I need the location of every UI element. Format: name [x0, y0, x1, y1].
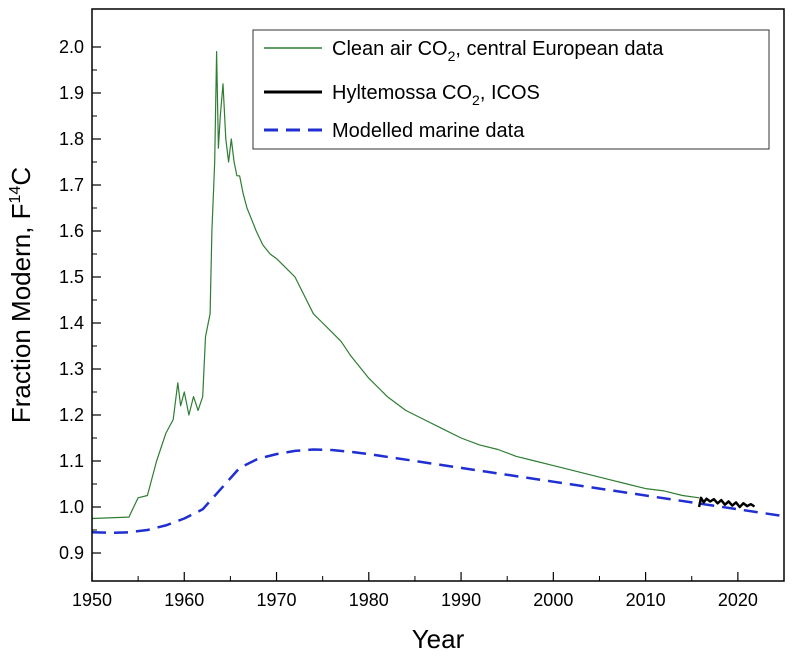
y-tick-label: 1.8	[59, 129, 84, 149]
legend-label-1-sub: 2	[472, 92, 480, 108]
legend: Clean air CO2, central European data Hyl…	[252, 29, 770, 150]
legend-label-0-tail: , central European data	[455, 38, 664, 60]
y-axis-title-tail: C	[6, 167, 36, 186]
legend-label-2: Modelled marine data	[332, 120, 525, 142]
y-tick-label: 1.2	[59, 405, 84, 425]
x-tick-label: 1990	[441, 590, 481, 610]
x-tick-label: 1960	[164, 590, 204, 610]
series-line-2	[91, 448, 785, 535]
x-tick-label: 2010	[626, 590, 666, 610]
legend-label-0: Clean air CO2, central European data	[332, 38, 664, 64]
legend-label-1: Hyltemossa CO2, ICOS	[332, 82, 540, 108]
legend-label-1-main: Hyltemossa CO	[332, 82, 472, 104]
y-axis-title-superscript: 14	[7, 186, 24, 204]
y-tick-label: 1.5	[59, 267, 84, 287]
y-tick-label: 1.4	[59, 313, 84, 333]
y-axis-title: Fraction Modern, F14C	[6, 167, 36, 423]
y-tick-label: 1.3	[59, 359, 84, 379]
y-tick-label: 1.1	[59, 451, 84, 471]
legend-label-1-tail: , ICOS	[480, 82, 540, 104]
x-tick-label: 2000	[533, 590, 573, 610]
y-tick-label: 0.9	[59, 543, 84, 563]
legend-label-0-sub: 2	[448, 48, 456, 64]
legend-label-0-main: Clean air CO	[332, 38, 448, 60]
ticks-layer: 1950 1960 1970 1980 1990 2000 2010 2020 0.9 1.0 1.…	[59, 37, 758, 610]
x-tick-label: 2020	[718, 590, 758, 610]
plot-frame	[91, 8, 785, 582]
series-line-1	[697, 496, 756, 509]
y-tick-label: 1.0	[59, 497, 84, 517]
x-axis-title: Year	[412, 624, 465, 654]
y-tick-label: 1.9	[59, 83, 84, 103]
x-tick-label: 1950	[72, 590, 112, 610]
x-tick-label: 1970	[257, 590, 297, 610]
y-tick-label: 1.7	[59, 175, 84, 195]
y-tick-label: 1.6	[59, 221, 84, 241]
y-axis-title-main: Fraction Modern, F	[6, 203, 36, 423]
series-layer	[91, 51, 785, 535]
y-tick-label: 2.0	[59, 37, 84, 57]
legend-box	[252, 29, 770, 150]
x-tick-label: 1980	[349, 590, 389, 610]
series-line-0	[91, 51, 700, 520]
